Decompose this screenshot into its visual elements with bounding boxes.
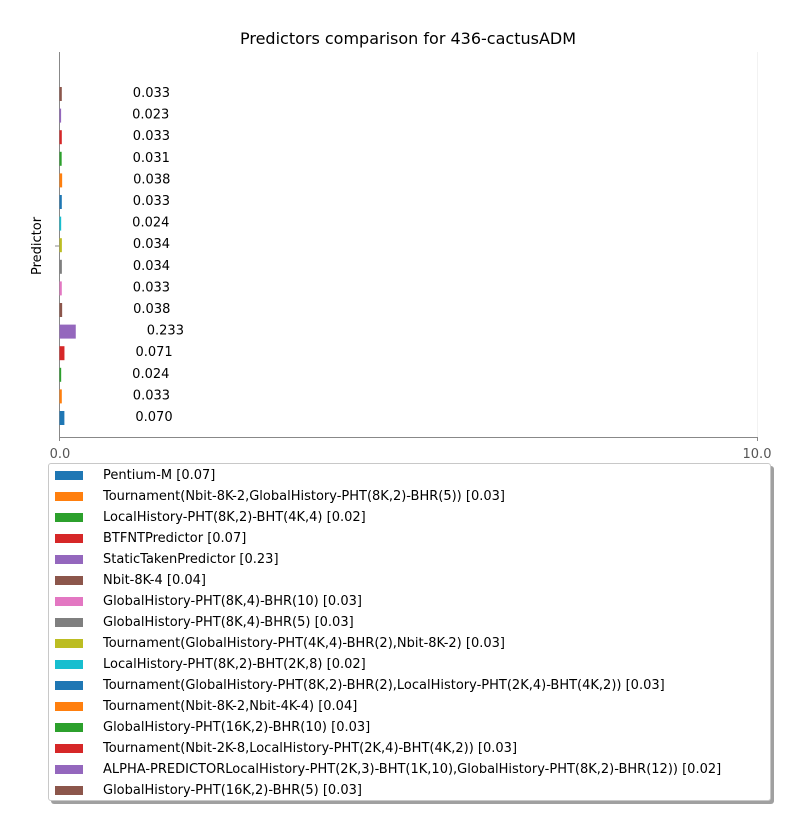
x-tick-label-0: 0.0 (50, 447, 71, 462)
x-tick-label-10: 10.0 (743, 447, 772, 462)
legend-swatch-1 (55, 492, 83, 501)
bar-1 (59, 389, 62, 404)
bar-value-label-1: 0.033 (133, 388, 170, 403)
bar-11 (59, 173, 63, 188)
bar-value-label-11: 0.038 (133, 172, 170, 187)
legend-swatch-4 (55, 555, 83, 564)
legend-label-3: BTFNTPredictor [0.07] (103, 531, 247, 546)
bars-group: 0.070 0.033 0.024 0.071 0.233 0.038 0.033 0.034… (59, 86, 184, 425)
bar-value-label-9: 0.024 (132, 216, 169, 231)
legend-label-9: LocalHistory-PHT(8K,2)-BHT(2K,8) [0.02] (103, 657, 366, 672)
bar-0 (59, 411, 65, 425)
legend-swatch-10 (55, 681, 83, 690)
bar-value-label-2: 0.024 (132, 367, 169, 382)
legend: Pentium-M [0.07] Tournament(Nbit-8K-2,Glo… (48, 463, 771, 801)
legend-swatch-0 (55, 471, 83, 480)
bar-7 (59, 259, 62, 274)
chart-title: Predictors comparison for 436-cactusADM (240, 29, 576, 48)
bar-value-label-0: 0.070 (135, 410, 172, 425)
legend-swatch-7 (55, 618, 83, 627)
bar-value-label-12: 0.031 (133, 151, 170, 166)
y-axis-label: Predictor (30, 216, 45, 275)
legend-swatch-3 (55, 534, 83, 543)
bar-9 (59, 216, 62, 231)
bar-12 (59, 151, 62, 166)
bar-3 (59, 346, 65, 361)
legend-swatch-15 (55, 786, 83, 795)
bar-value-label-6: 0.033 (133, 280, 170, 295)
legend-label-14: ALPHA-PREDICTORLocalHistory-PHT(2K,3)-BH… (103, 762, 722, 777)
legend-label-10: Tournament(GlobalHistory-PHT(8K,2)-BHR(2… (103, 678, 665, 693)
legend-swatch-9 (55, 660, 83, 669)
legend-label-5: Nbit-8K-4 [0.04] (103, 573, 206, 588)
bar-8 (59, 238, 62, 253)
bar-value-label-10: 0.033 (133, 194, 170, 209)
legend-swatch-11 (55, 702, 83, 711)
legend-swatch-12 (55, 723, 83, 732)
bar-value-label-5: 0.038 (133, 302, 170, 317)
bar-value-label-4: 0.233 (147, 324, 184, 339)
bar-2 (59, 367, 62, 382)
legend-label-12: GlobalHistory-PHT(16K,2)-BHR(10) [0.03] (103, 720, 371, 735)
bar-14 (59, 108, 62, 123)
legend-label-4: StaticTakenPredictor [0.23] (103, 552, 279, 567)
bar-value-label-13: 0.033 (133, 129, 170, 144)
bar-value-label-7: 0.034 (133, 259, 170, 274)
legend-label-6: GlobalHistory-PHT(8K,4)-BHR(10) [0.03] (103, 594, 362, 609)
legend-swatch-13 (55, 744, 83, 753)
legend-label-1: Tournament(Nbit-8K-2,GlobalHistory-PHT(8… (103, 489, 505, 504)
bar-value-label-8: 0.034 (133, 237, 170, 252)
legend-label-0: Pentium-M [0.07] (103, 468, 216, 483)
legend-label-13: Tournament(Nbit-2K-8,LocalHistory-PHT(2K… (103, 741, 518, 756)
legend-swatch-14 (55, 765, 83, 774)
bar-6 (59, 281, 62, 296)
legend-label-8: Tournament(GlobalHistory-PHT(4K,4)-BHR(2… (103, 636, 505, 651)
legend-swatch-5 (55, 576, 83, 585)
legend-swatch-8 (55, 639, 83, 648)
legend-label-11: Tournament(Nbit-8K-2,Nbit-4K-4) [0.04] (103, 699, 358, 714)
bar-value-label-15: 0.033 (133, 86, 170, 101)
legend-swatch-6 (55, 597, 83, 606)
bar-value-label-14: 0.023 (132, 108, 169, 123)
legend-swatch-2 (55, 513, 83, 522)
bar-5 (59, 303, 63, 317)
legend-label-2: LocalHistory-PHT(8K,2)-BHT(4K,4) [0.02] (103, 510, 366, 525)
bar-10 (59, 195, 62, 209)
legend-label-15: GlobalHistory-PHT(16K,2)-BHR(5) [0.03] (103, 783, 362, 798)
bar-value-label-3: 0.071 (135, 345, 172, 360)
bar-13 (59, 130, 62, 145)
bar-15 (59, 87, 62, 101)
bar-4 (59, 324, 76, 339)
legend-label-7: GlobalHistory-PHT(8K,4)-BHR(5) [0.03] (103, 615, 354, 630)
